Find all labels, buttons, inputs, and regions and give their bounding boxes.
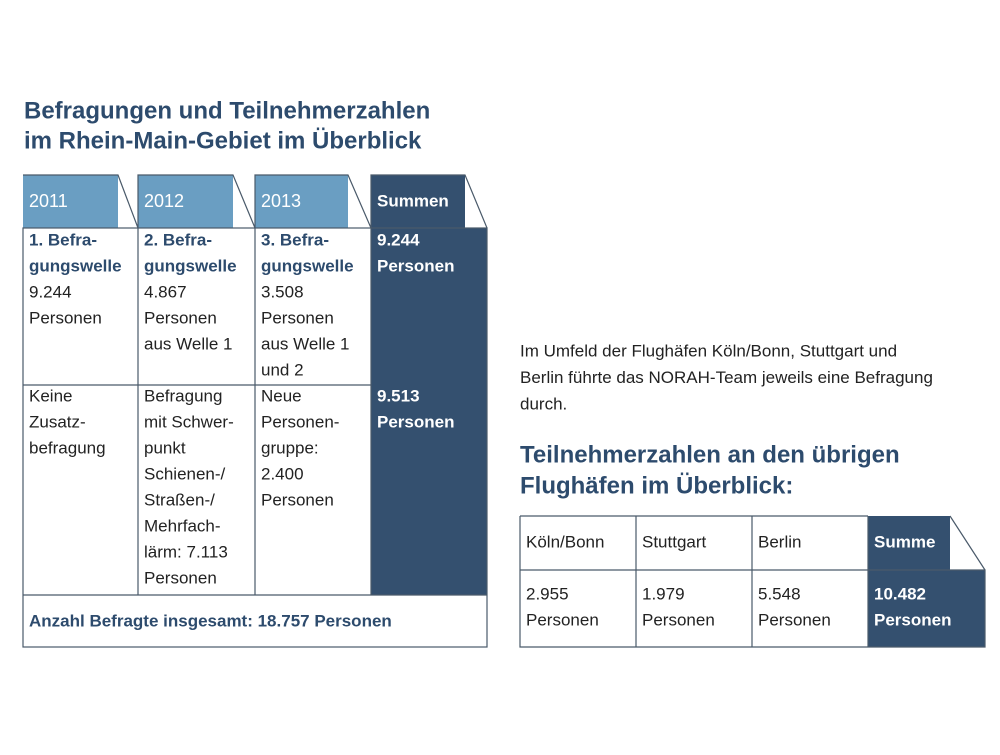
- cell-text: Personen: [526, 610, 599, 629]
- cell-text: Befragung: [144, 386, 222, 405]
- cell-heading: Personen: [377, 412, 454, 431]
- cell-text: 5.548: [758, 584, 801, 603]
- cell-heading: 9.513: [377, 386, 420, 405]
- cell-text: aus Welle 1: [261, 334, 350, 353]
- cell-text: lärm: 7.113: [144, 542, 228, 561]
- cell-heading: 9.244: [377, 230, 420, 249]
- cell-text: Personen: [144, 308, 217, 327]
- cell-heading: 1. Befra-: [29, 230, 97, 249]
- cell-text: 1.979: [642, 584, 685, 603]
- title: im Rhein-Main-Gebiet im Überblick: [24, 127, 422, 154]
- title: Teilnehmerzahlen an den übrigen: [520, 441, 900, 468]
- column-header: 2012: [144, 191, 184, 211]
- column-header: Köln/Bonn: [526, 532, 604, 551]
- cell-text: und 2: [261, 360, 304, 379]
- left-table-frame: [22, 174, 488, 648]
- cell-text: Keine: [29, 386, 72, 405]
- cell-heading: 3. Befra-: [261, 230, 329, 249]
- cell-text: Mehrfach-: [144, 516, 221, 535]
- cell-heading: gungswelle: [29, 256, 122, 275]
- cell-text: 10.482: [874, 584, 926, 603]
- cell-text: Schienen-/: [144, 464, 226, 483]
- cell-text: Personen: [874, 610, 951, 629]
- cell-text: befragung: [29, 438, 106, 457]
- intro-text: Berlin führte das NORAH-Team jeweils ein…: [520, 368, 933, 387]
- column-header: Summen: [377, 191, 449, 210]
- cell-text: 2.955: [526, 584, 569, 603]
- cell-text: gruppe:: [261, 438, 319, 457]
- cell-heading: 2. Befra-: [144, 230, 212, 249]
- cell-heading: Personen: [377, 256, 454, 275]
- cell-text: Personen: [144, 568, 217, 587]
- cell-text: Personen: [758, 610, 831, 629]
- right-table-frame: [519, 515, 986, 648]
- cell-text: Personen: [642, 610, 715, 629]
- cell-text: Personen: [29, 308, 102, 327]
- cell-text: Personen: [261, 308, 334, 327]
- cell-heading: gungswelle: [144, 256, 237, 275]
- cell-text: aus Welle 1: [144, 334, 233, 353]
- column-header: Summe: [874, 532, 935, 551]
- cell-text: 4.867: [144, 282, 187, 301]
- column-header: Berlin: [758, 532, 801, 551]
- column-header: 2013: [261, 191, 301, 211]
- cell-text: Neue: [261, 386, 302, 405]
- cell-text: mit Schwer-: [144, 412, 234, 431]
- table-footer: Anzahl Befragte insgesamt: 18.757 Person…: [29, 611, 392, 630]
- column-header: 2011: [29, 191, 68, 211]
- cell-heading: gungswelle: [261, 256, 354, 275]
- cell-text: 3.508: [261, 282, 304, 301]
- column-header: Stuttgart: [642, 532, 707, 551]
- title: Flughäfen im Überblick:: [520, 472, 793, 499]
- cell-text: 9.244: [29, 282, 72, 301]
- cell-text: Zusatz-: [29, 412, 86, 431]
- title: Befragungen und Teilnehmerzahlen: [24, 97, 430, 124]
- cell-text: punkt: [144, 438, 186, 457]
- cell-text: Personen-: [261, 412, 339, 431]
- intro-text: Im Umfeld der Flughäfen Köln/Bonn, Stutt…: [520, 341, 897, 360]
- cell-text: 2.400: [261, 464, 304, 483]
- cell-text: Straßen-/: [144, 490, 215, 509]
- cell-text: Personen: [261, 490, 334, 509]
- intro-text: durch.: [520, 394, 567, 413]
